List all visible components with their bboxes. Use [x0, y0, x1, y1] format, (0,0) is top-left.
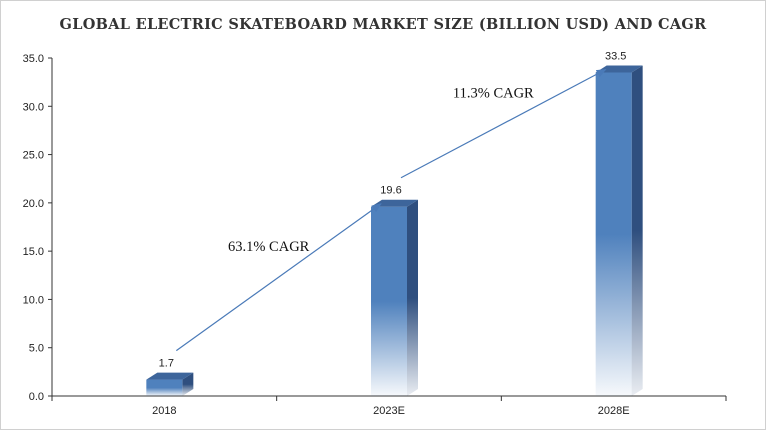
bar-side	[407, 199, 418, 396]
bar-top	[595, 65, 643, 73]
cagr-arrow	[400, 68, 607, 179]
cagr-arrow	[175, 203, 382, 352]
bars	[146, 65, 643, 396]
cagr-label: 11.3% CAGR	[453, 86, 534, 102]
x-tick-label: 2028E	[598, 405, 630, 417]
x-tick-label: 2018	[152, 405, 176, 417]
data-label: 1.7	[159, 358, 174, 370]
y-tick-label: 15.0	[23, 246, 44, 258]
y-tick-label: 25.0	[23, 150, 44, 162]
bar-top	[371, 199, 418, 207]
y-tick-label: 20.0	[23, 198, 44, 210]
axes: 0.0 5.0 10.0 15.0 20.0 25.0 30.0 35.0 2018 2023E…	[23, 53, 727, 417]
x-ticks: 2018 2023E 2028E	[51, 396, 727, 417]
bar-2023E	[371, 199, 418, 396]
x-tick-label: 2023E	[373, 405, 405, 417]
y-tick-label: 5.0	[29, 343, 44, 355]
bar-2018	[146, 372, 194, 396]
y-tick-label: 30.0	[23, 101, 44, 113]
bar-top	[146, 372, 194, 380]
cagr-annotations: 63.1% CAGR 11.3% CAGR	[175, 68, 607, 352]
y-tick-label: 10.0	[23, 294, 44, 306]
chart-title: GLOBAL ELECTRIC SKATEBOARD MARKET SIZE (…	[59, 16, 707, 33]
y-tick-label: 0.0	[29, 391, 44, 403]
bar-front	[146, 379, 183, 396]
bar-front	[595, 72, 632, 396]
data-labels: 1.7 19.6 33.5	[159, 50, 627, 369]
cagr-label: 63.1% CAGR	[228, 239, 310, 255]
data-label: 33.5	[605, 50, 626, 62]
data-label: 19.6	[380, 185, 401, 197]
bar-front	[371, 206, 407, 396]
bar-side	[631, 65, 643, 396]
bar-2028E	[595, 65, 643, 396]
bar-side	[182, 372, 194, 396]
y-tick-label: 35.0	[23, 53, 44, 65]
y-ticks: 0.0 5.0 10.0 15.0 20.0 25.0 30.0 35.0	[23, 53, 52, 403]
